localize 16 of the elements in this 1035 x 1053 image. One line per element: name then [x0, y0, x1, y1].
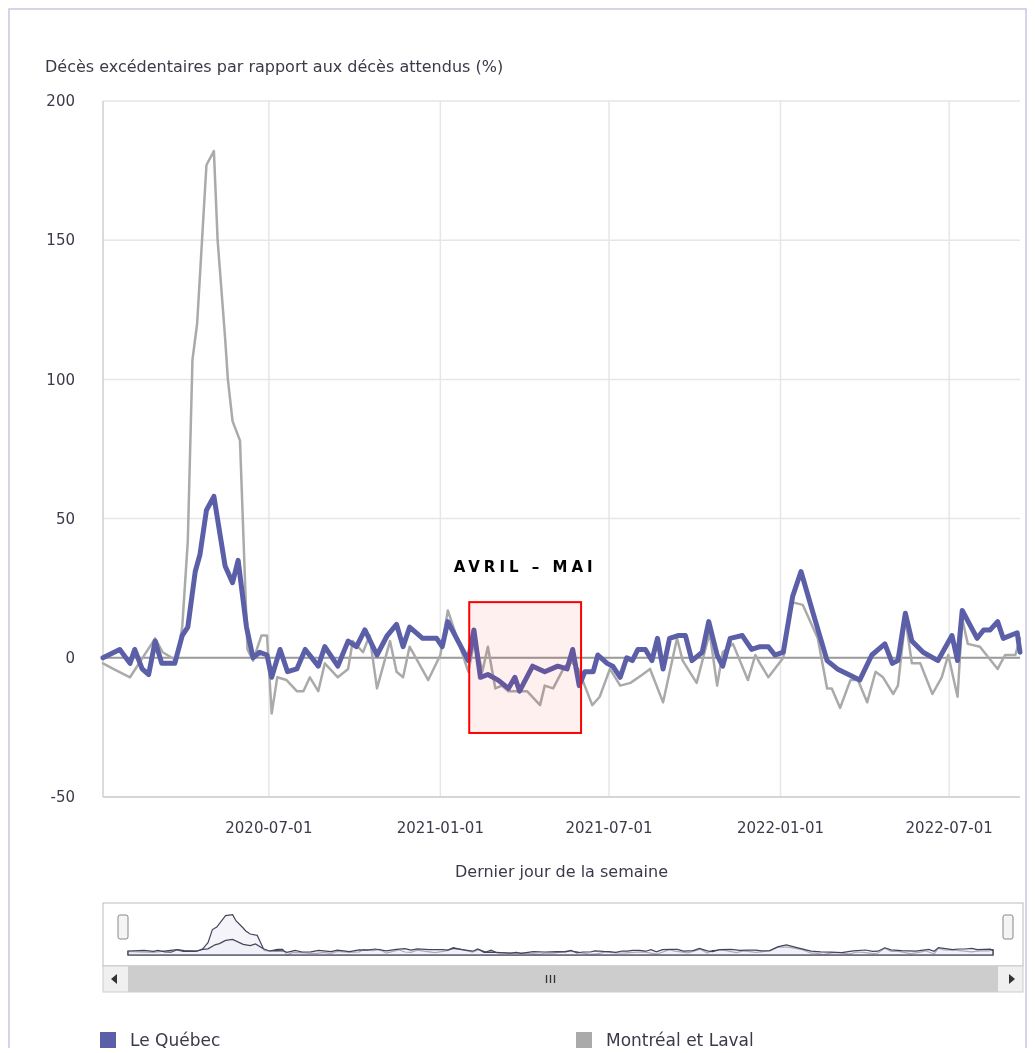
x-tick-label: 2020-07-01 — [225, 819, 313, 837]
legend-label: Le Québec — [130, 1030, 221, 1050]
y-tick-label: 50 — [55, 509, 75, 528]
y-tick-label: -50 — [50, 788, 75, 807]
x-tick-label: 2022-01-01 — [736, 819, 825, 837]
x-tick-label: 2022-07-01 — [905, 819, 993, 837]
y-axis-title: Décès excédentaires par rapport aux décès attendus (%) — [45, 57, 504, 76]
band-label: AVRIL – MAI — [453, 558, 597, 577]
y-tick-label: 200 — [46, 92, 75, 111]
legend-label: Montréal et Laval — [606, 1030, 754, 1050]
x-axis-title: Dernier jour de la semaine — [454, 862, 669, 881]
x-tick-label: 2021-01-01 — [396, 819, 484, 837]
y-tick-label: 100 — [46, 370, 75, 389]
x-tick-label: 2021-07-01 — [565, 819, 653, 837]
y-tick-label: 150 — [46, 231, 75, 250]
y-tick-label: 0 — [65, 649, 75, 668]
